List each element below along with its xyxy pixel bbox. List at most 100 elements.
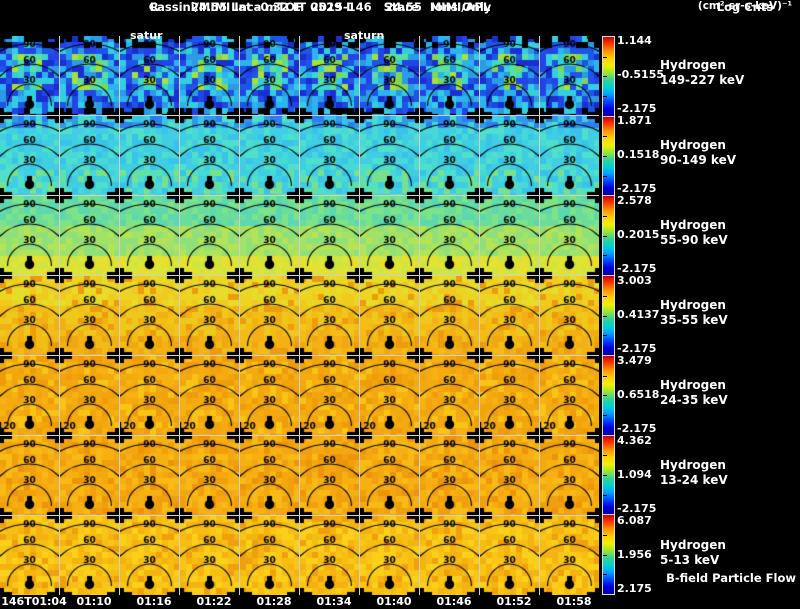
energy-range-label: 13-24 keV <box>660 473 728 487</box>
colorbar-tick <box>603 494 607 496</box>
time-label: 01:40 <box>376 595 412 608</box>
energy-range-label: 55-90 keV <box>660 233 728 247</box>
bfield-particle-flow-label: B-field Particle Flow <box>666 571 796 585</box>
spectrogram-panel <box>0 276 59 355</box>
colorbar-value-label: 6.087 <box>617 514 652 527</box>
spectrogram-panel <box>300 436 359 515</box>
spectrogram-panel <box>0 516 59 595</box>
spectrogram-panel <box>0 436 59 515</box>
colorbar-tick <box>603 175 607 177</box>
time-label: 01:22 <box>196 595 232 608</box>
spectrogram-panel <box>120 276 179 355</box>
colorbar-tick <box>603 375 607 377</box>
spectrogram-panel <box>360 356 419 435</box>
colorbar-segment <box>603 37 614 116</box>
spectrogram-panel <box>180 356 239 435</box>
energy-range-label: 149-227 keV <box>660 73 745 87</box>
spectrogram-panel <box>180 516 239 595</box>
spectrogram-panel <box>480 356 539 435</box>
spectrogram-panel <box>360 436 419 515</box>
spectrogram-panel <box>300 116 359 195</box>
colorbar-column <box>602 36 615 595</box>
time-label: 146T01:04 <box>1 595 67 608</box>
spectrogram-panel <box>420 356 479 435</box>
energy-channel-label: Hydrogen 35-55 keV <box>660 298 800 328</box>
colorbar-value-label: 1.094 <box>617 468 652 481</box>
colorbar-tick <box>603 235 607 237</box>
colorbar-tick <box>603 554 607 556</box>
spectrogram-panel <box>0 116 59 195</box>
spectrogram-panel <box>240 356 299 435</box>
species-label: Hydrogen <box>660 138 726 152</box>
saturn-direction-label-left: satur <box>130 29 163 42</box>
spectrogram-panel <box>300 516 359 595</box>
species-label: Hydrogen <box>660 538 726 552</box>
trajectory-subtitle: R 24.55 Lat -0.32 LT 0529 L 24.55 MIMI/A… <box>149 0 491 14</box>
spectrogram-panel <box>120 516 179 595</box>
spectrogram-panel <box>300 196 359 275</box>
colorbar-value-label: -2.175 <box>617 342 657 355</box>
colorbar-value-label: 0.1518 <box>617 148 660 161</box>
spectrogram-panel <box>180 436 239 515</box>
time-label: 01:34 <box>316 595 352 608</box>
species-label: Hydrogen <box>660 378 726 392</box>
energy-range-label: 35-55 keV <box>660 313 728 327</box>
spectrogram-panel <box>120 196 179 275</box>
spectrogram-panel <box>240 516 299 595</box>
spectrogram-panel <box>360 116 419 195</box>
colorbar-value-label: 0.6518 <box>617 388 660 401</box>
spectrogram-panel <box>60 36 119 115</box>
spectrogram-panel <box>540 516 599 595</box>
colorbar-tick <box>603 136 607 138</box>
colorbar-tick <box>603 474 607 476</box>
spectrogram-panel <box>480 36 539 115</box>
spectrogram-panel <box>180 36 239 115</box>
spectrogram-panel <box>120 436 179 515</box>
spectrogram-panel <box>60 276 119 355</box>
spectrogram-panel <box>420 516 479 595</box>
spectrogram-panel <box>420 276 479 355</box>
colorbar-value-label: 0.2015 <box>617 228 660 241</box>
colorbar-units-title: Log Cnts <box>716 0 774 14</box>
spectrogram-panel <box>540 196 599 275</box>
colorbar-value-label: -2.175 <box>617 502 657 515</box>
spectrogram-panel <box>540 276 599 355</box>
spectrogram-panel <box>0 356 59 435</box>
colorbar-segment <box>603 196 614 276</box>
colorbar-value-label: 3.003 <box>617 274 652 287</box>
species-label: Hydrogen <box>660 458 726 472</box>
species-label: Hydrogen <box>660 218 726 232</box>
spectrogram-panel <box>180 116 239 195</box>
species-label: Hydrogen <box>660 298 726 312</box>
spectrogram-panel <box>420 436 479 515</box>
energy-range-label: 90-149 keV <box>660 153 736 167</box>
spectrogram-panel <box>480 196 539 275</box>
spectrogram-panel <box>120 36 179 115</box>
energy-range-label: 5-13 keV <box>660 553 720 567</box>
time-label: 01:28 <box>256 595 292 608</box>
colorbar-value-label: 0.4137 <box>617 308 660 321</box>
colorbar-tick <box>603 414 607 416</box>
colorbar-segment <box>603 276 614 355</box>
colorbar-tick <box>603 76 607 78</box>
colorbar-value-label: 4.362 <box>617 434 652 447</box>
energy-channel-label: Hydrogen 13-24 keV <box>660 458 800 488</box>
spectrogram-panel <box>240 276 299 355</box>
colorbar-value-label: 1.144 <box>617 34 652 47</box>
colorbar-value-label: -2.175 <box>617 102 657 115</box>
spectrogram-panel <box>60 116 119 195</box>
energy-channel-label: Hydrogen 24-35 keV <box>660 378 800 408</box>
colorbar-units-formula: (cm²-sr-s-keV)⁻¹ <box>697 0 793 12</box>
energy-channel-label: Hydrogen 5-13 keV <box>660 538 800 568</box>
colorbar-tick <box>603 335 607 337</box>
spectrogram-panel <box>360 276 419 355</box>
spectrogram-panel <box>420 36 479 115</box>
spectrogram-panel <box>120 356 179 435</box>
spectrogram-panel <box>360 516 419 595</box>
spectrogram-panel <box>360 36 419 115</box>
spectrogram-panel <box>120 116 179 195</box>
time-label: 01:10 <box>76 595 112 608</box>
spectrogram-panel <box>360 196 419 275</box>
spectrogram-panel <box>300 36 359 115</box>
